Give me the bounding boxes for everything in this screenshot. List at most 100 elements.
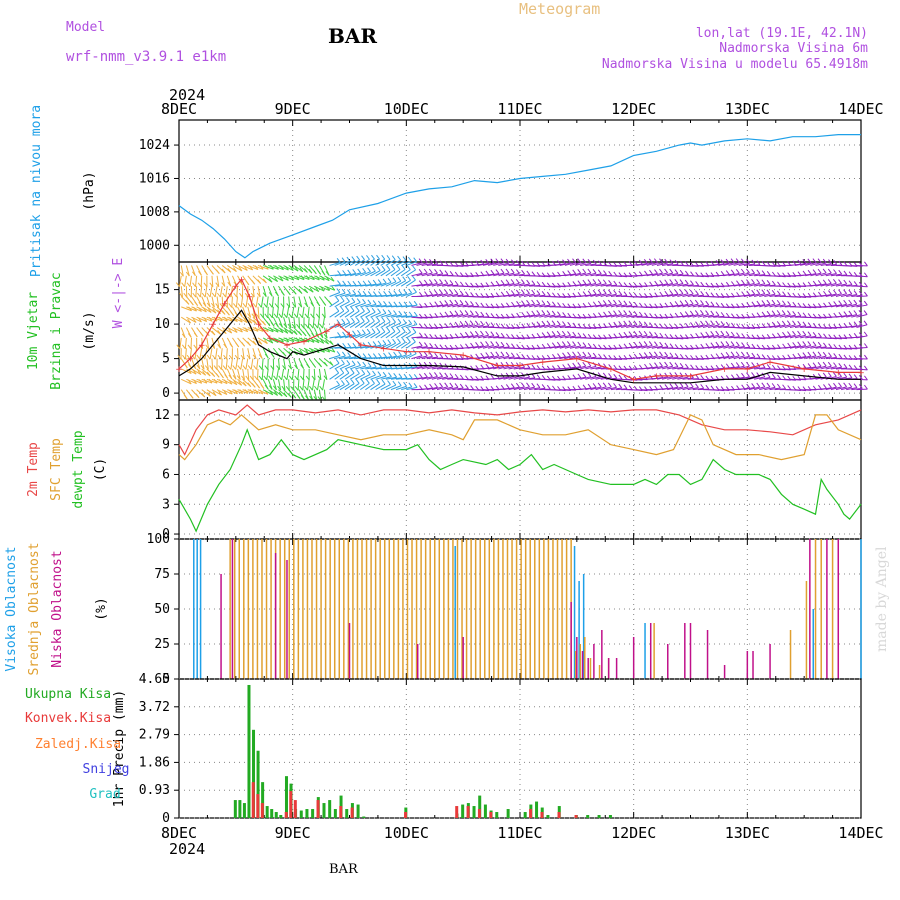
wind-barb-flag: [217, 329, 222, 335]
wind-barb: [672, 283, 684, 287]
wind-barb-flag: [715, 330, 720, 336]
wind-barb-flag: [812, 362, 817, 368]
wind-barb-flag: [597, 300, 602, 306]
wind-barb: [682, 284, 694, 287]
wind-barb: [318, 327, 324, 339]
wind-barb-flag: [751, 279, 755, 284]
wind-barb: [452, 387, 464, 391]
wind-barb-flag: [669, 361, 674, 367]
wind-barb: [748, 273, 760, 277]
wind-barb-flag: [352, 269, 357, 274]
wind-barb: [220, 348, 223, 360]
wind-barb-flag: [209, 282, 214, 288]
wind-barb-flag: [347, 289, 351, 295]
wind-barb-flag: [408, 311, 413, 317]
wind-barb-flag: [546, 300, 551, 306]
wind-barb: [406, 324, 418, 329]
wind-barb: [738, 294, 750, 297]
wind-barb-flag: [485, 312, 490, 318]
wind-barb: [436, 367, 449, 370]
wind-barb-flag: [828, 352, 832, 358]
wind-barb-flag: [176, 344, 181, 350]
wind-barb: [395, 341, 406, 349]
wind-barb-flag: [423, 279, 428, 285]
wind-barb: [406, 291, 417, 297]
y-axis-label: (hPa): [82, 171, 97, 210]
wind-barb: [308, 389, 314, 401]
wind-barb-flag: [618, 281, 623, 287]
wind-barb-flag: [342, 351, 346, 357]
wind-barb-flag: [408, 382, 413, 388]
wind-barb-flag: [367, 267, 371, 273]
wind-barb-flag: [207, 308, 212, 313]
wind-barb-flag: [792, 330, 796, 336]
wind-barb-flag: [690, 322, 694, 327]
y-tick-label: 12: [154, 408, 170, 423]
wind-barb: [442, 283, 454, 287]
wind-barb-flag: [434, 383, 438, 388]
wind-barb-flag: [823, 384, 827, 389]
wind-barb: [825, 366, 837, 370]
wind-barb: [754, 274, 766, 277]
wind-barb-flag: [812, 280, 817, 286]
wind-barb-flag: [192, 318, 197, 323]
wind-barb-flag: [266, 321, 271, 327]
x-tick-label-top: 12DEC: [611, 100, 656, 118]
wind-barb-flag: [582, 268, 587, 274]
wind-barb-flag: [684, 382, 689, 388]
wind-barb: [291, 368, 295, 380]
wind-barb-flag: [365, 316, 370, 322]
wind-barb: [656, 376, 668, 380]
wind-barb: [549, 315, 561, 318]
wind-barb-flag: [679, 362, 684, 368]
wind-barb-flag: [315, 313, 320, 319]
wind-barb-flag: [495, 269, 500, 274]
wind-barb: [334, 273, 346, 277]
wind-barb-flag: [592, 268, 597, 274]
wind-barb: [339, 363, 351, 370]
wind-barb-flag: [557, 260, 561, 265]
wind-barb: [585, 293, 597, 297]
wind-barb-flag: [296, 323, 300, 329]
wind-barb: [421, 355, 433, 360]
wind-barb-flag: [654, 323, 659, 328]
wind-barb-flag: [669, 279, 674, 284]
wind-barb: [585, 386, 597, 391]
wind-barb-flag: [342, 280, 347, 286]
y-axis-label: 10m Vjetar: [26, 292, 41, 370]
wind-barb: [488, 335, 500, 339]
wind-barb: [529, 325, 541, 329]
wind-barb-flag: [268, 385, 273, 390]
wind-barb-flag: [797, 341, 802, 347]
wind-barb-flag: [633, 320, 638, 326]
precip-legend-item: Konvek.Kisa: [25, 711, 111, 726]
wind-barb-flag: [357, 280, 362, 286]
wind-barb: [738, 272, 750, 277]
wind-barb: [401, 323, 412, 329]
wind-barb-flag: [305, 395, 309, 401]
wind-barb: [211, 358, 214, 370]
wind-barb: [636, 356, 648, 360]
wind-barb: [498, 272, 510, 277]
wind-barb: [206, 389, 217, 397]
wind-barb: [846, 387, 858, 391]
y-tick-label: 4.65: [139, 672, 170, 687]
wind-barb-flag: [648, 351, 653, 357]
wind-barb: [390, 314, 402, 318]
wind-barb-flag: [618, 290, 623, 296]
precip-bar: [345, 809, 349, 818]
wind-barb-flag: [292, 289, 297, 295]
y-axis-label: Pritisak na nivou mora: [29, 105, 44, 277]
wind-barb-flag: [607, 382, 612, 388]
wind-barb: [631, 334, 643, 339]
wind-barb: [426, 375, 438, 380]
wind-barb-flag: [439, 312, 444, 317]
wind-barb: [230, 358, 233, 370]
wind-barb: [319, 275, 330, 282]
wind-barb: [493, 355, 505, 360]
wind-barb-flag: [263, 303, 268, 308]
wind-barb: [651, 283, 663, 287]
x-tick-label-bottom: 8DEC: [161, 824, 197, 842]
